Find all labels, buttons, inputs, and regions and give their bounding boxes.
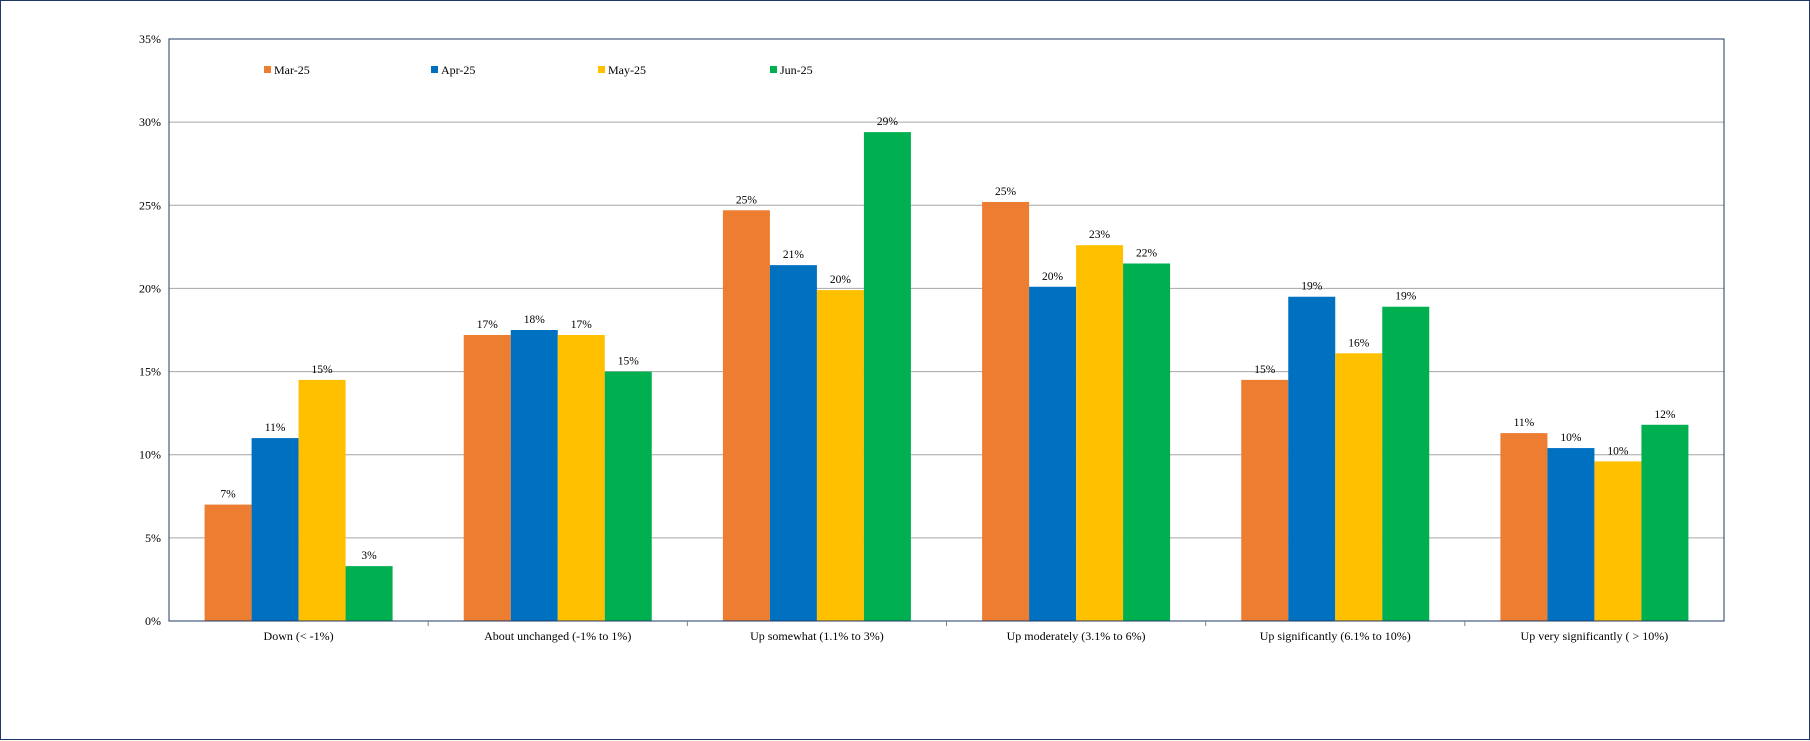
x-category-label: Up moderately (3.1% to 6%)	[1007, 629, 1146, 643]
data-label: 22%	[1136, 247, 1158, 259]
bar	[463, 334, 511, 621]
bar	[816, 290, 864, 621]
data-label: 3%	[361, 550, 377, 562]
y-tick-label: 25%	[139, 198, 161, 212]
bar	[982, 201, 1030, 621]
data-label: 11%	[1514, 417, 1535, 429]
bar	[1076, 245, 1124, 622]
bar	[1382, 306, 1430, 621]
legend-entry: Mar-25	[274, 63, 310, 77]
bar	[251, 438, 299, 621]
data-label: 25%	[736, 194, 758, 206]
y-tick-label: 5%	[145, 531, 161, 545]
data-label: 19%	[1395, 291, 1417, 303]
legend-entry: Jun-25	[780, 63, 813, 77]
data-label: 25%	[995, 186, 1017, 198]
data-label: 16%	[1348, 337, 1370, 349]
data-labels: 7% 11% 15% 3% 17% 18% 17% 15% 25% 21% 20% 29% 25% 20%…	[220, 116, 1675, 562]
bar	[1241, 379, 1289, 621]
legend-swatch	[431, 66, 438, 73]
gridlines	[169, 121, 1724, 539]
x-category-label: Up somewhat (1.1% to 3%)	[750, 629, 884, 643]
data-label: 15%	[1254, 364, 1276, 376]
legend-swatch	[770, 66, 777, 73]
bar	[1288, 296, 1336, 621]
bar	[1335, 353, 1383, 621]
x-category-label: Down (< -1%)	[264, 629, 334, 643]
bar	[204, 504, 252, 621]
bar	[1641, 424, 1689, 621]
x-category-label: About unchanged (-1% to 1%)	[484, 629, 631, 643]
x-category-label: Up significantly (6.1% to 10%)	[1260, 629, 1411, 643]
plot-area-border	[168, 38, 1725, 622]
data-label: 17%	[571, 319, 593, 331]
bar	[1500, 433, 1548, 621]
bars	[204, 132, 1689, 622]
bar	[722, 210, 770, 621]
bar	[345, 566, 393, 621]
data-label: 12%	[1654, 409, 1676, 421]
bar	[863, 132, 911, 621]
legend-swatch	[264, 66, 271, 73]
bar	[604, 371, 652, 621]
data-label: 23%	[1089, 229, 1111, 241]
y-tick-label: 35%	[139, 32, 161, 46]
data-label: 18%	[524, 314, 546, 326]
bar	[769, 265, 817, 621]
bar	[1029, 286, 1077, 621]
legend: Mar-25 Apr-25 May-25 Jun-25	[264, 63, 813, 77]
data-label: 10%	[1607, 445, 1629, 457]
bar	[557, 334, 605, 621]
bar	[1547, 448, 1595, 621]
bar	[1594, 461, 1642, 621]
data-label: 29%	[877, 116, 899, 128]
x-axis-categories: Down (< -1%) About unchanged (-1% to 1%) U…	[264, 621, 1669, 643]
data-label: 7%	[220, 489, 236, 501]
data-label: 15%	[618, 356, 640, 368]
data-label: 19%	[1301, 281, 1323, 293]
legend-swatch	[598, 66, 605, 73]
bar	[298, 379, 346, 621]
y-axis-ticks: 0% 5% 10% 15% 20% 25% 30% 35%	[139, 32, 161, 628]
data-label: 20%	[830, 274, 852, 286]
y-tick-label: 30%	[139, 115, 161, 129]
y-tick-label: 15%	[139, 365, 161, 379]
data-label: 21%	[783, 249, 805, 261]
data-label: 17%	[477, 319, 499, 331]
y-tick-label: 10%	[139, 448, 161, 462]
x-category-label: Up very significantly ( > 10%)	[1521, 629, 1669, 643]
y-tick-label: 20%	[139, 281, 161, 295]
data-label: 10%	[1560, 432, 1582, 444]
bar	[1123, 263, 1171, 621]
legend-entry: May-25	[608, 63, 646, 77]
data-label: 11%	[265, 422, 286, 434]
data-label: 15%	[312, 364, 334, 376]
bar	[510, 330, 558, 621]
data-label: 20%	[1042, 271, 1064, 283]
y-tick-label: 0%	[145, 614, 161, 628]
legend-entry: Apr-25	[441, 63, 475, 77]
